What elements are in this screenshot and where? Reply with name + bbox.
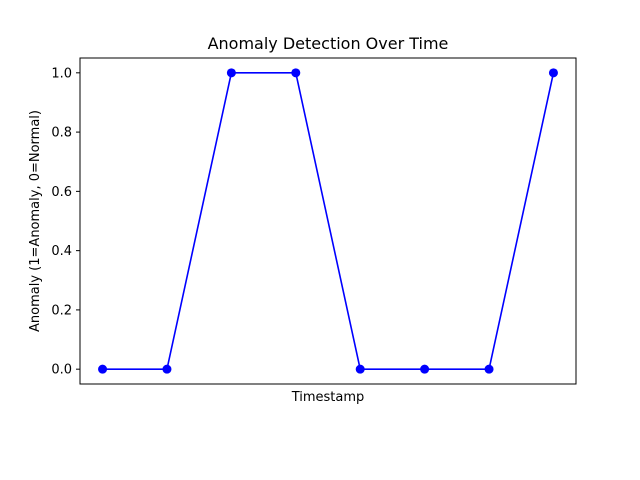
y-axis: 0.0 0.2 0.4 0.6 0.8 1.0 [51, 66, 80, 378]
data-point [548, 68, 558, 78]
y-tick-label: 0.2 [51, 303, 72, 318]
y-tick-label: 0.6 [51, 185, 72, 200]
y-tick-label: 0.0 [51, 363, 72, 378]
data-point [162, 364, 172, 374]
series-line [102, 72, 555, 370]
data-point [355, 364, 365, 374]
series-layer [98, 68, 558, 374]
data-point [484, 364, 494, 374]
data-point [226, 68, 236, 78]
x-axis-title: Timestamp [291, 390, 365, 405]
y-tick-label: 0.4 [51, 244, 72, 259]
y-tick-label: 0.8 [51, 126, 72, 141]
y-tick-label: 1.0 [51, 66, 72, 81]
chart-title: Anomaly Detection Over Time [208, 34, 449, 53]
plot-frame [79, 57, 577, 385]
data-point [291, 68, 301, 78]
data-point [98, 364, 108, 374]
data-point [420, 364, 430, 374]
y-axis-title: Anomaly (1=Anomaly, 0=Normal) [28, 110, 43, 332]
